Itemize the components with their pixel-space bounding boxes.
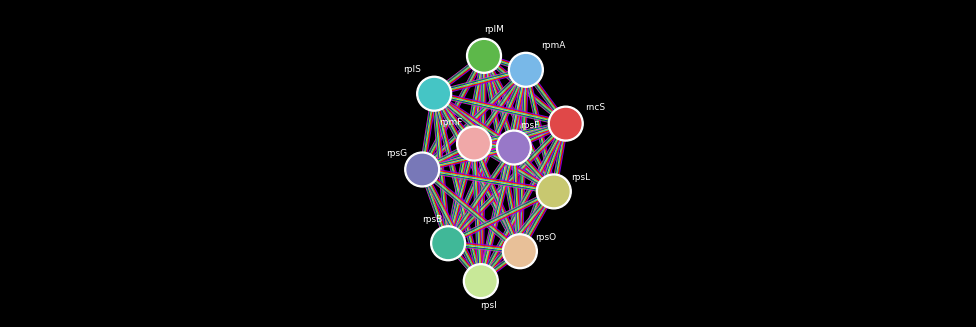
Circle shape [550, 109, 581, 139]
Circle shape [430, 226, 466, 261]
Circle shape [433, 228, 464, 258]
Circle shape [537, 174, 571, 209]
Text: rpmA: rpmA [541, 41, 565, 50]
Circle shape [508, 52, 544, 87]
Circle shape [417, 76, 452, 111]
Text: rpsG: rpsG [386, 149, 407, 158]
Circle shape [405, 152, 439, 187]
Circle shape [464, 264, 499, 299]
Circle shape [510, 55, 541, 85]
Circle shape [466, 266, 496, 296]
Text: rplS: rplS [403, 65, 422, 74]
Text: rpsI: rpsI [480, 301, 497, 310]
Text: rpsO: rpsO [535, 233, 556, 242]
Circle shape [459, 129, 489, 159]
Circle shape [549, 106, 584, 141]
Text: rpsB: rpsB [422, 215, 442, 224]
Circle shape [505, 236, 535, 267]
Text: rpmF: rpmF [439, 118, 463, 127]
Circle shape [499, 132, 529, 163]
Text: rncS: rncS [586, 103, 606, 112]
Text: rpsL: rpsL [571, 173, 590, 182]
Text: rplM: rplM [484, 26, 504, 34]
Circle shape [407, 154, 437, 185]
Circle shape [457, 126, 492, 161]
Circle shape [468, 41, 499, 71]
Circle shape [419, 78, 449, 109]
Circle shape [497, 130, 531, 165]
Circle shape [539, 176, 569, 207]
Text: rpsF: rpsF [520, 121, 540, 130]
Circle shape [467, 38, 502, 73]
Circle shape [503, 234, 538, 269]
